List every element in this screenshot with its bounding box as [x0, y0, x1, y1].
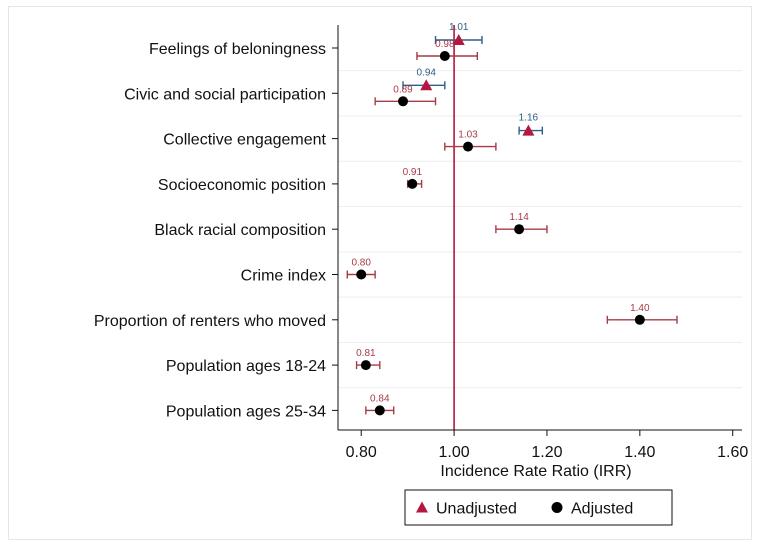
adjusted-point [398, 96, 409, 107]
category-label: Feelings of beloningness [149, 41, 326, 58]
unadjusted-data-label: 1.01 [449, 22, 469, 33]
gridlines [338, 70, 742, 389]
adjusted-data-label: 1.40 [630, 303, 650, 314]
adjusted-data-label: 0.89 [393, 84, 413, 95]
adjusted-data-label: 0.84 [370, 393, 390, 404]
adjusted-data-label: 0.98 [435, 39, 455, 50]
category-label: Socioeconomic position [158, 177, 326, 194]
legend-items: Unadjusted Adjusted [416, 501, 633, 518]
unadjusted-data-label: 1.16 [519, 113, 539, 124]
adjusted-data-label: 0.91 [403, 167, 423, 178]
legend-unadjusted-label: Unadjusted [436, 501, 517, 518]
x-axis-ticks: 0.80 1.00 1.20 1.40 1.60 [346, 430, 748, 461]
x-tick-label: 1.00 [439, 444, 470, 461]
unadjusted-data-label: 0.94 [416, 67, 436, 78]
legend-unadjusted-marker [416, 501, 428, 513]
legend-adjusted-marker [551, 502, 563, 513]
x-tick-label: 0.80 [346, 444, 377, 461]
unadjusted-point [420, 79, 433, 91]
adjusted-data-label: 1.14 [509, 212, 529, 223]
legend: Unadjusted Adjusted [404, 489, 673, 526]
unadjusted-point [452, 34, 465, 45]
legend-adjusted-label: Adjusted [571, 501, 633, 518]
category-label: Crime index [241, 268, 326, 285]
x-tick-label: 1.40 [624, 444, 655, 461]
adjusted-data-label: 0.81 [356, 348, 376, 359]
adjusted-point [374, 405, 385, 416]
adjusted-data-label: 1.03 [458, 130, 478, 141]
adjusted-point [356, 269, 367, 280]
chart-frame [8, 6, 752, 540]
adjusted-point [360, 360, 371, 371]
category-label: Civic and social participation [124, 86, 326, 103]
adjusted-point [407, 178, 418, 189]
chart-marks: 1.01 0.94 1.16 0.98 0.89 1.03 0.91 1.14 0.80 1.40… [346, 22, 678, 416]
category-label: Population ages 18-24 [166, 358, 326, 375]
adjusted-point [514, 224, 525, 235]
adjusted-point [634, 314, 645, 325]
category-label: Proportion of renters who moved [94, 313, 326, 330]
x-tick-label: 1.20 [531, 444, 562, 461]
legend-box [404, 489, 673, 526]
category-label: Black racial composition [154, 222, 326, 239]
adjusted-data-label: 0.80 [351, 258, 371, 269]
adjusted-point [463, 141, 474, 152]
unadjusted-point [522, 124, 535, 136]
category-labels: Feelings of beloningness Civic and social… [94, 41, 338, 420]
x-axis-label: Incidence Rate Ratio (IRR) [440, 463, 631, 480]
adjusted-point [439, 51, 450, 61]
x-tick-label: 1.60 [717, 444, 748, 461]
category-label: Population ages 25-34 [166, 403, 326, 420]
category-label: Collective engagement [163, 132, 326, 149]
